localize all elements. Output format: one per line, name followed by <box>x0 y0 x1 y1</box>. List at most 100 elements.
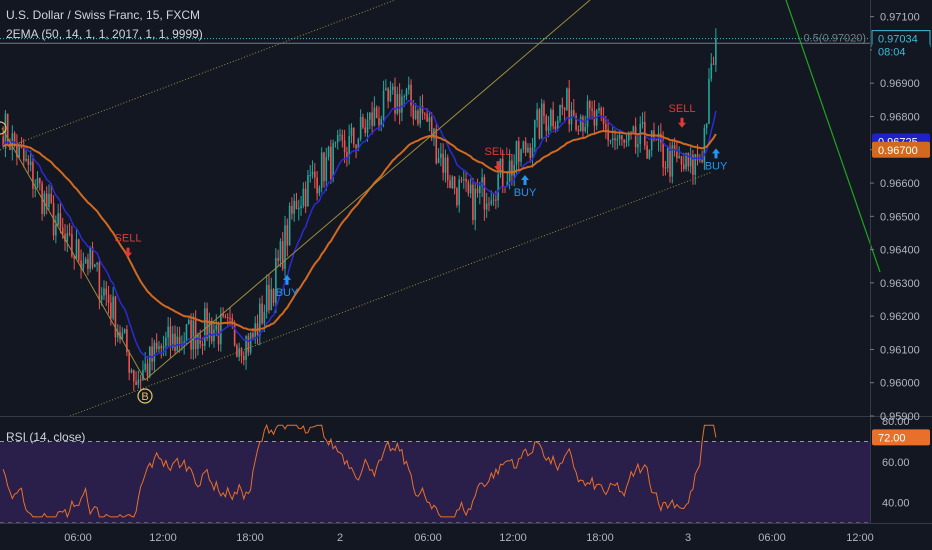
candle-body <box>522 141 525 150</box>
candle-body <box>336 135 339 143</box>
candle <box>710 53 713 82</box>
candle-body <box>552 109 554 127</box>
candle <box>662 131 664 177</box>
candle-body <box>474 188 477 220</box>
candle-body <box>137 379 140 385</box>
candle-body <box>407 84 410 90</box>
rsi-pane[interactable] <box>0 423 870 524</box>
candle <box>275 248 277 314</box>
candle-body <box>497 174 499 201</box>
candle <box>685 152 687 172</box>
candle <box>417 108 419 126</box>
candle-body <box>300 205 302 208</box>
sell-label: SELL <box>485 146 512 158</box>
candle-body <box>391 86 394 90</box>
price-tick-label: 0.96600 <box>880 178 920 190</box>
candle <box>458 175 460 213</box>
candle-body <box>591 108 593 111</box>
candle <box>479 181 481 205</box>
candle-body <box>284 225 286 269</box>
candle <box>552 101 554 130</box>
candle <box>534 119 536 153</box>
candle-body <box>469 184 472 194</box>
candle <box>277 249 279 268</box>
candle-body <box>708 78 710 124</box>
candle <box>286 218 289 257</box>
time-tick-label: 18:00 <box>586 532 614 544</box>
fib-label: 0.5(0.97020) <box>804 32 866 44</box>
candle-body <box>460 179 463 181</box>
candle-body <box>288 205 291 246</box>
candle-body <box>268 285 270 311</box>
candle-body <box>330 146 332 180</box>
candle <box>435 123 438 165</box>
candle-body <box>100 295 103 300</box>
candle-body <box>465 178 467 182</box>
candle <box>279 238 282 267</box>
candle-body <box>174 333 176 352</box>
buy-arrow-icon <box>521 175 529 186</box>
candle-body <box>229 318 231 320</box>
candle-body <box>121 332 124 340</box>
candle <box>666 147 669 173</box>
candle-body <box>488 203 490 205</box>
candle <box>259 297 261 346</box>
candle-body <box>279 241 282 261</box>
candle-body <box>346 152 348 158</box>
candle-body <box>456 188 458 205</box>
candle-body <box>89 247 92 269</box>
candle <box>208 312 211 348</box>
candle-body <box>281 241 284 269</box>
candle-body <box>162 345 165 349</box>
candle <box>410 79 412 117</box>
candle <box>247 333 250 357</box>
candle-body <box>547 126 550 131</box>
candle <box>29 150 32 172</box>
candle-body <box>396 94 399 114</box>
candle-body <box>490 200 493 204</box>
candle-body <box>437 157 440 164</box>
price-tick-label: 0.96800 <box>880 111 920 123</box>
candle <box>132 369 135 392</box>
candle-body <box>428 117 431 122</box>
candle-body <box>696 154 699 161</box>
candle-body <box>265 285 268 312</box>
candle-body <box>449 180 451 189</box>
candle <box>48 184 50 210</box>
candle <box>190 313 192 360</box>
candle-body <box>607 129 609 141</box>
candle-body <box>75 239 78 259</box>
rsi-value-bg <box>872 429 930 446</box>
candle-body <box>48 193 50 208</box>
candle <box>595 108 598 131</box>
candle <box>330 139 332 184</box>
candle-body <box>627 133 630 141</box>
candle-body <box>236 345 238 357</box>
candle-body <box>242 356 245 360</box>
candle <box>705 122 708 135</box>
candle <box>515 140 518 174</box>
candle <box>382 80 385 128</box>
indicator-legend: 2EMA (50, 14, 1, 1, 2017, 1, 1, 9999) <box>6 27 203 41</box>
candle <box>451 175 454 190</box>
candle <box>197 332 199 356</box>
candle-body <box>135 381 137 385</box>
candle-body <box>511 160 513 176</box>
candle <box>375 105 378 119</box>
price-tick-label: 0.96300 <box>880 278 920 290</box>
candle-body <box>666 147 669 169</box>
candle <box>297 199 300 221</box>
candle-body <box>412 105 415 119</box>
slow-ema-tag-bg <box>872 141 930 158</box>
candle <box>249 331 252 355</box>
sell-arrow-icon <box>678 117 686 128</box>
candle <box>36 171 39 189</box>
candle-body <box>240 348 243 357</box>
candle <box>401 89 403 122</box>
candle <box>708 68 710 125</box>
candle-body <box>586 101 589 128</box>
candle <box>543 100 545 124</box>
buy-label: BUY <box>276 287 299 299</box>
candle <box>547 116 550 138</box>
